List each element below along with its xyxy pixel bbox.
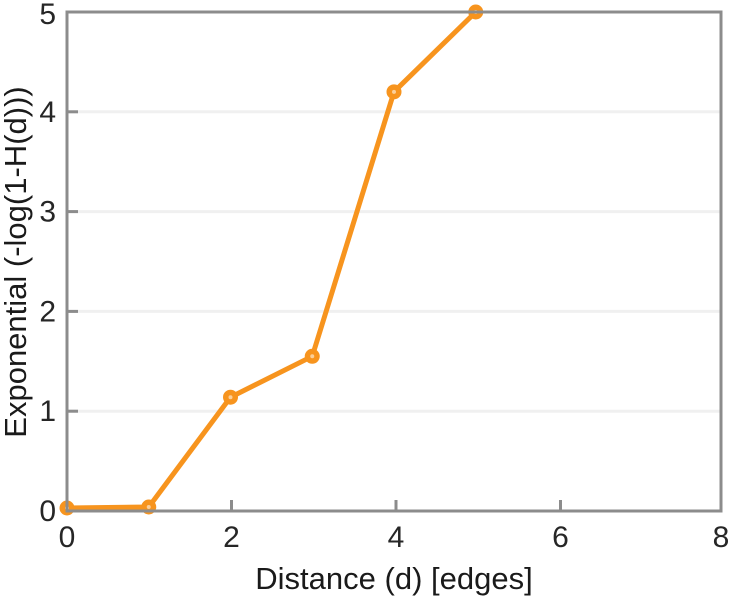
data-point-center <box>228 395 233 400</box>
y-tick-label: 3 <box>39 196 56 229</box>
x-tick-label: 4 <box>388 521 405 554</box>
x-axis-tick-labels: 0 2 4 6 8 <box>59 521 730 554</box>
x-tick-label: 6 <box>552 521 569 554</box>
data-point-center <box>310 354 315 359</box>
y-tick-label: 1 <box>39 395 56 428</box>
y-axis-title: Exponential (-log(1-H(d))) <box>0 86 33 437</box>
x-axis-ticks <box>65 500 723 511</box>
x-axis-title: Distance (d) [edges] <box>255 561 532 596</box>
y-axis-tick-labels: 0 1 2 3 4 5 <box>39 0 56 528</box>
y-tick-label: 2 <box>39 295 56 328</box>
data-point-center <box>146 505 151 510</box>
y-tick-label: 4 <box>39 96 56 129</box>
x-tick-label: 8 <box>713 521 730 554</box>
series-line <box>64 9 479 511</box>
y-tick-label: 5 <box>39 0 56 31</box>
axes-box <box>65 10 723 513</box>
data-point-center <box>392 89 396 94</box>
grid-lines-horizontal <box>67 110 721 413</box>
x-tick-label: 0 <box>59 521 76 554</box>
x-tick-label: 2 <box>223 521 240 554</box>
y-tick-label: 0 <box>39 495 56 528</box>
y-axis-ticks <box>67 10 78 513</box>
